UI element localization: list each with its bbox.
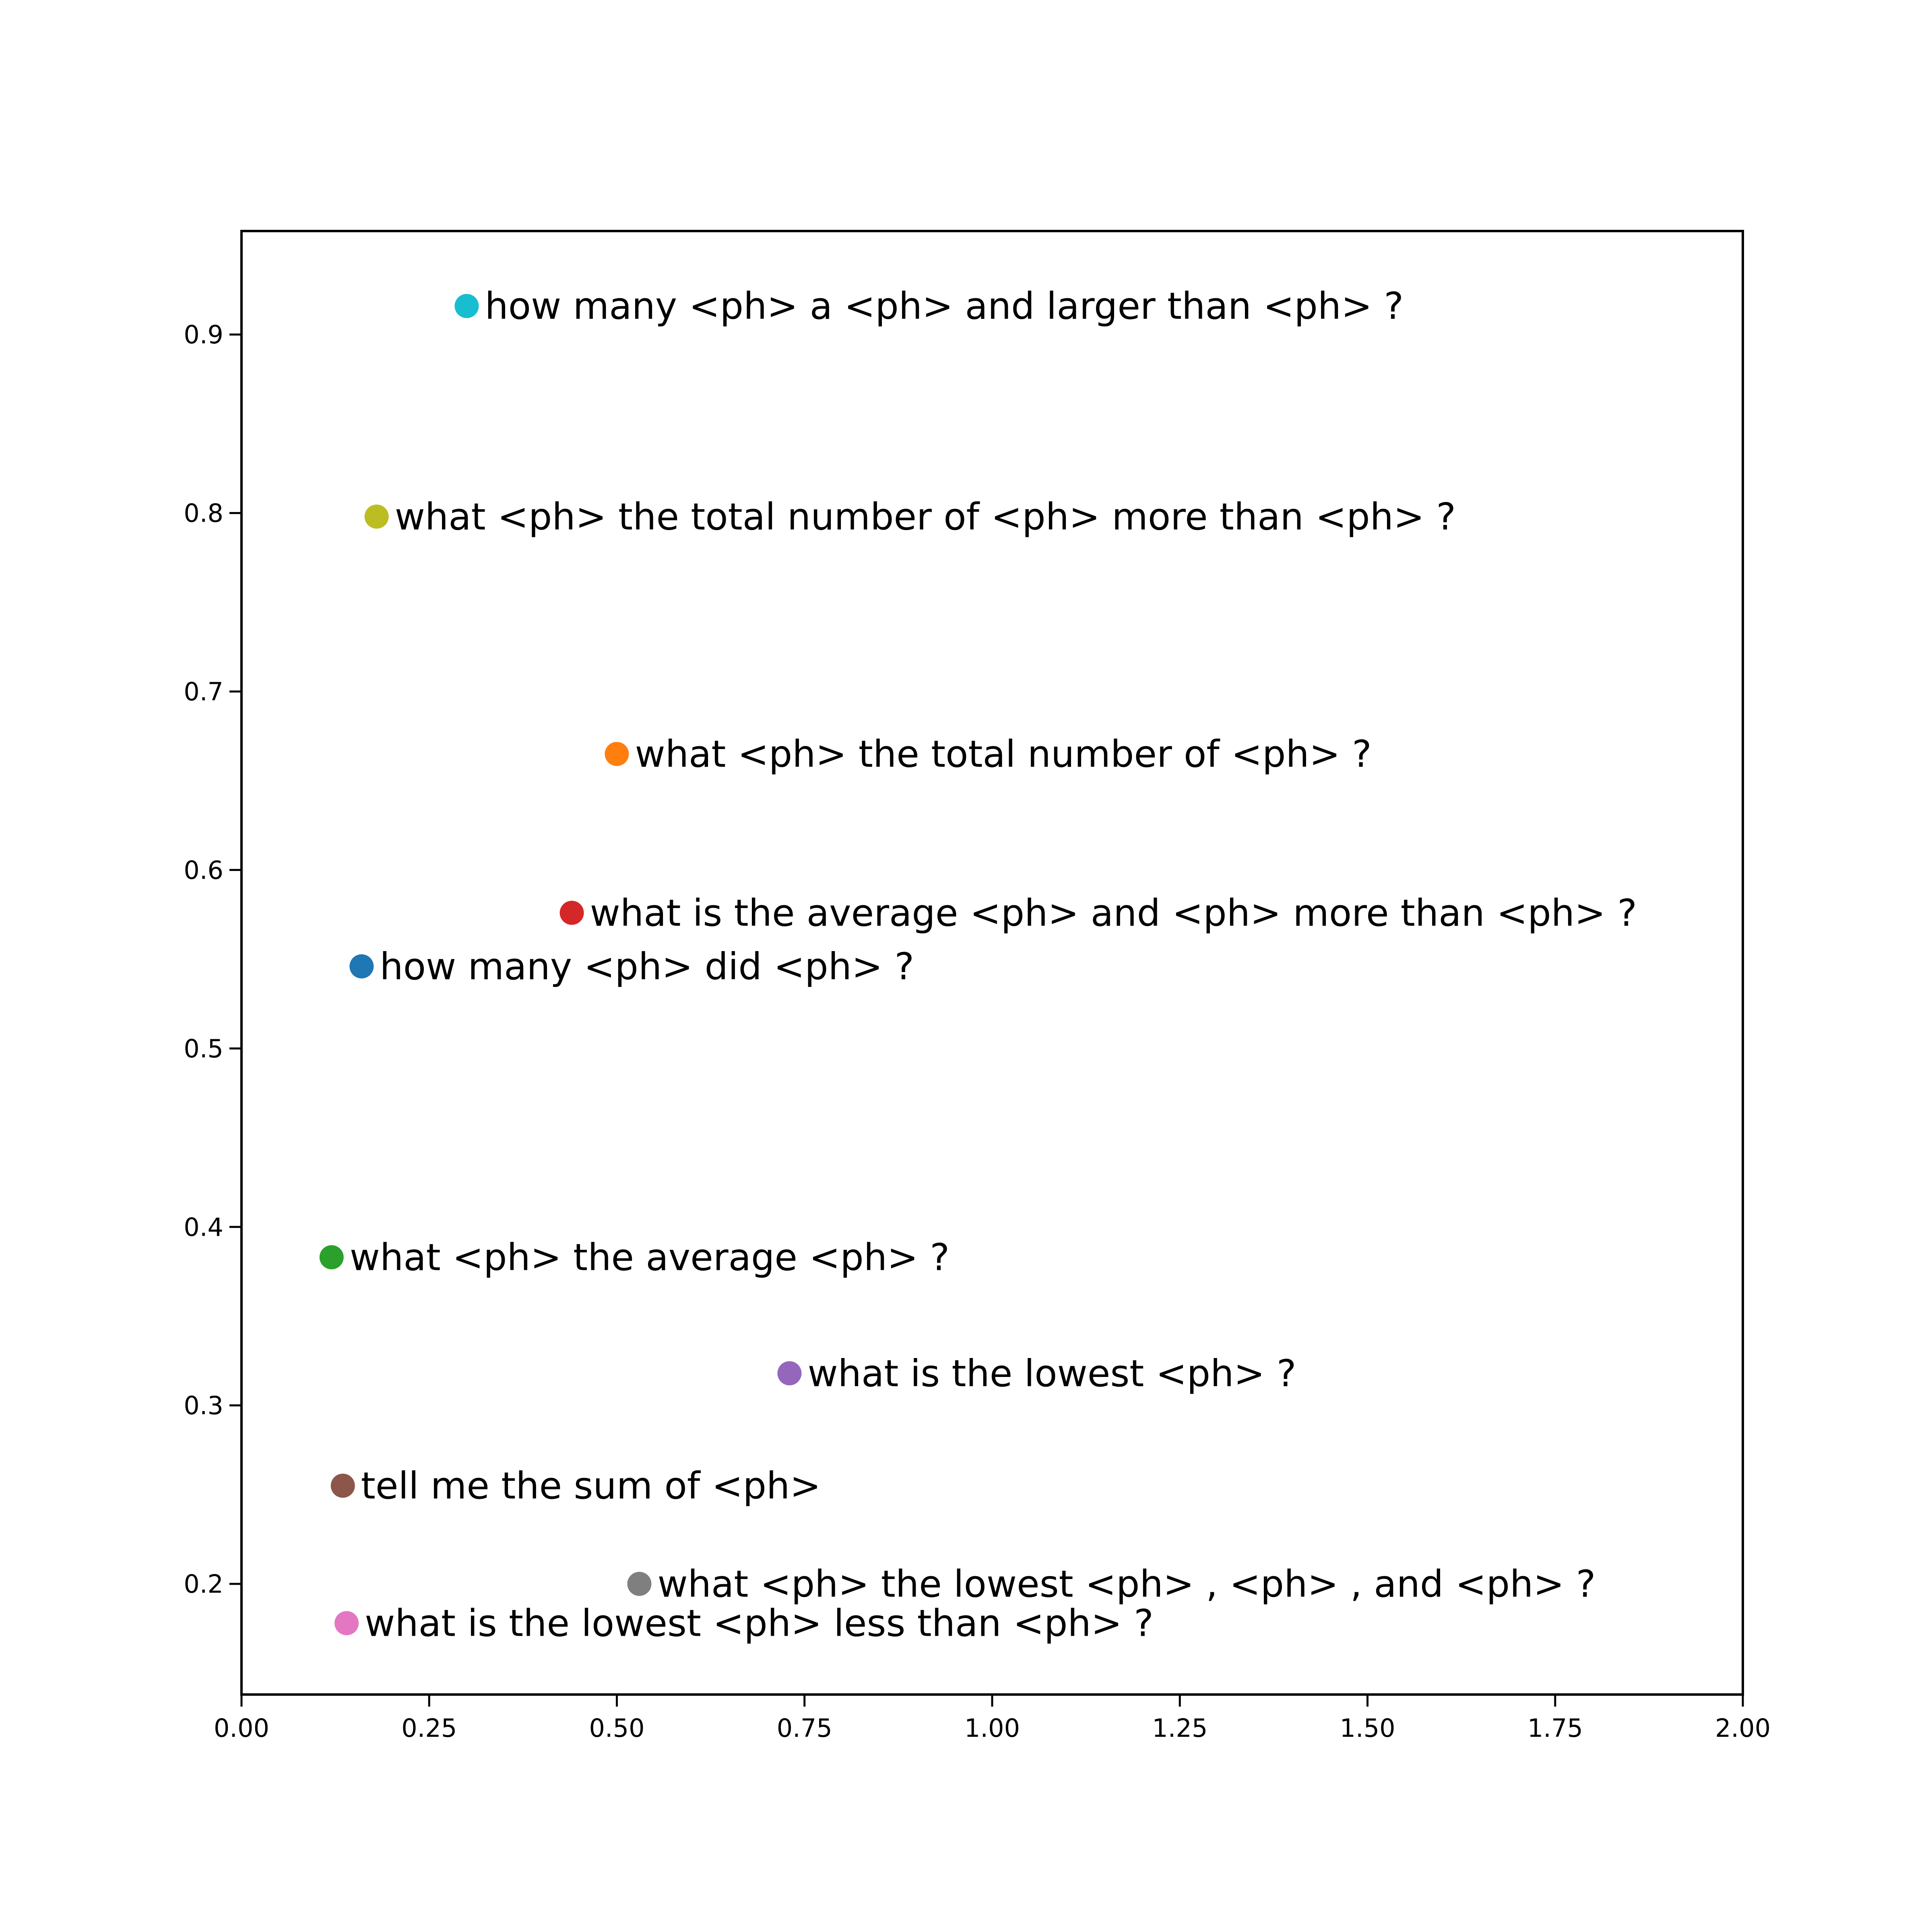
data-point [777, 1361, 802, 1385]
data-point [319, 1245, 344, 1269]
y-axis: 0.2 0.3 0.4 0.5 0.6 0.7 0.8 0.9 [184, 320, 242, 1599]
x-tick-label: 1.25 [1152, 1713, 1208, 1743]
point-labels: how many <ph> did <ph> ? what <ph> the to… [350, 285, 1637, 1645]
data-points [319, 294, 802, 1635]
data-point [605, 742, 629, 766]
x-tick-label: 2.00 [1715, 1713, 1771, 1743]
y-tick-label: 0.9 [184, 320, 223, 349]
point-label: tell me the sum of <ph> [361, 1464, 821, 1507]
plot-frame [240, 230, 1744, 1696]
point-label: what <ph> the total number of <ph> ? [635, 733, 1372, 776]
data-point [330, 1474, 355, 1498]
data-point [454, 294, 479, 318]
x-tick-label: 1.75 [1527, 1713, 1583, 1743]
y-tick-label: 0.4 [184, 1212, 223, 1242]
x-axis: 0.00 0.25 0.50 0.75 1.00 1.25 1.50 1.75 2.00 [214, 1695, 1771, 1743]
y-tick-label: 0.6 [184, 855, 223, 885]
point-label: what is the average <ph> and <ph> more t… [590, 892, 1637, 935]
y-tick-label: 0.7 [184, 677, 223, 706]
data-point [334, 1611, 359, 1635]
y-tick-label: 0.5 [184, 1034, 223, 1063]
point-label: what is the lowest <ph> less than <ph> ? [365, 1602, 1154, 1645]
data-point [349, 954, 374, 978]
x-tick-label: 0.00 [214, 1713, 269, 1743]
x-tick-label: 0.50 [589, 1713, 644, 1743]
y-tick-label: 0.2 [184, 1569, 223, 1599]
point-label: what <ph> the lowest <ph> , <ph> , and <… [657, 1563, 1596, 1606]
y-tick-label: 0.8 [184, 499, 223, 528]
point-label: what is the lowest <ph> ? [807, 1352, 1296, 1395]
x-tick-label: 0.25 [401, 1713, 457, 1743]
x-tick-label: 1.00 [964, 1713, 1020, 1743]
data-point [559, 900, 584, 925]
data-point [627, 1572, 652, 1596]
y-tick-label: 0.3 [184, 1391, 223, 1420]
data-point [364, 504, 389, 529]
point-label: what <ph> the total number of <ph> more … [395, 495, 1456, 538]
x-tick-label: 1.50 [1340, 1713, 1395, 1743]
x-tick-label: 0.75 [777, 1713, 832, 1743]
point-label: how many <ph> did <ph> ? [380, 945, 914, 988]
point-label: how many <ph> a <ph> and larger than <ph… [485, 285, 1404, 328]
point-label: what <ph> the average <ph> ? [350, 1236, 949, 1279]
